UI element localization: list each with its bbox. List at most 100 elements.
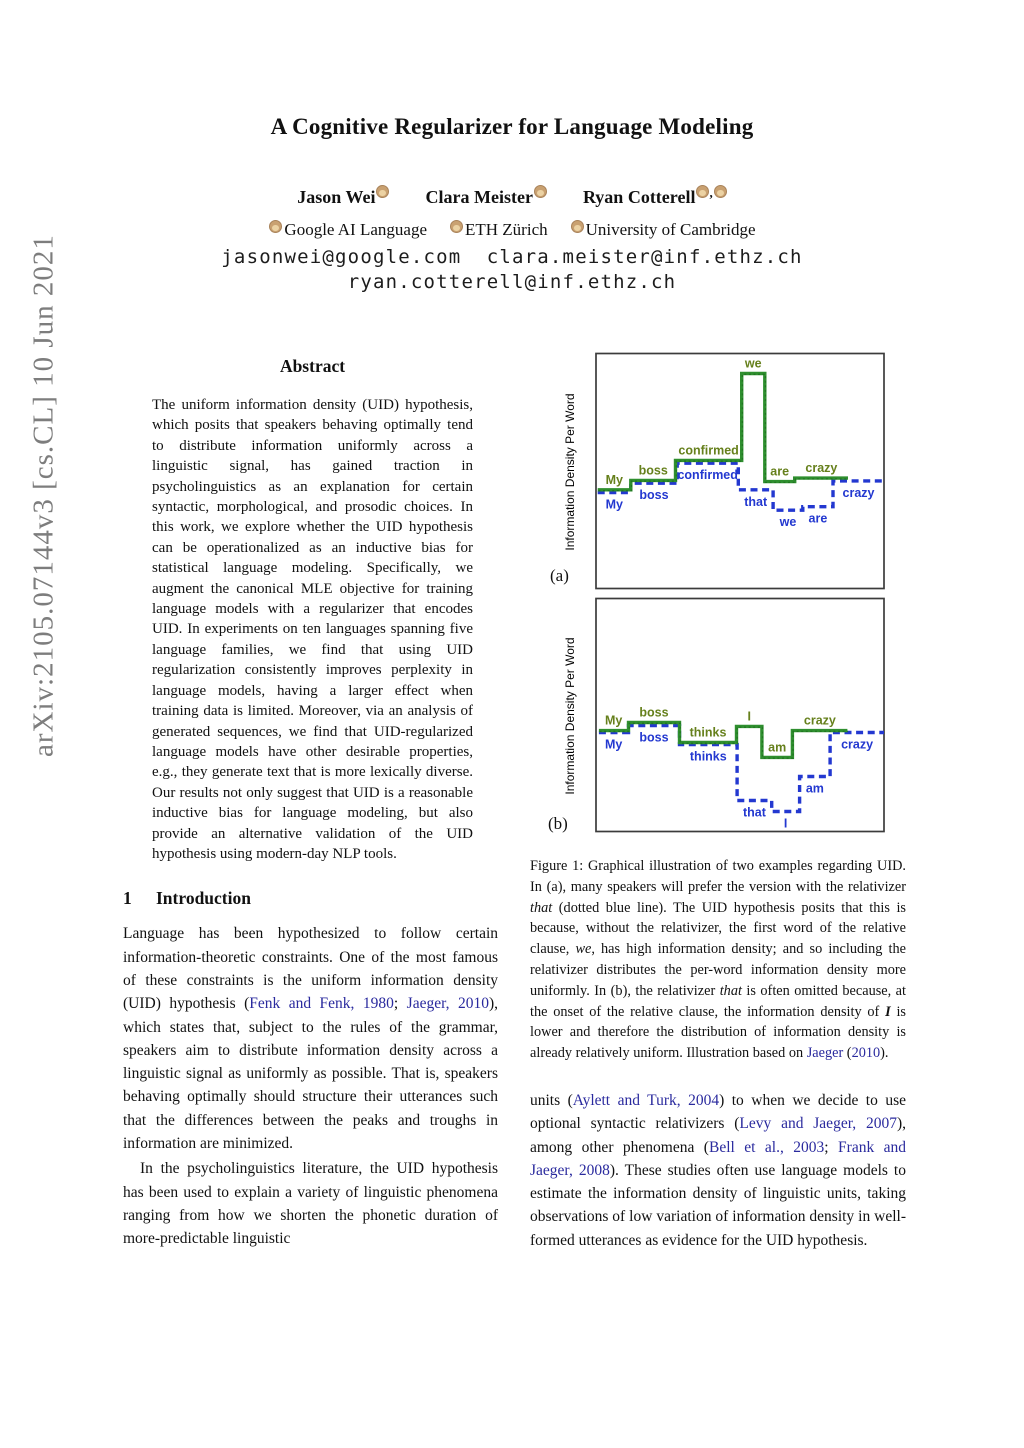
text-segment: ( [843,1045,852,1062]
series-line-without-relativizer [597,371,848,492]
word-label-confirmed: confirmed [678,443,738,457]
word-label-we: we [779,515,797,529]
authors-line: Jason Wei Clara Meister Ryan Cotterell, [0,185,1024,208]
word-label-crazy: crazy [843,486,875,500]
italic-text: that [719,982,742,999]
text-segment: ), among other phenomena ( [530,1115,906,1156]
abstract-text: The uniform information density (UID) hy… [152,397,473,862]
word-label-that: that [743,806,767,820]
affiliation: University of Cambridge [570,220,756,239]
citation-link[interactable]: Fenk and Fenk, 1980 [249,995,394,1013]
see-no-evil-monkey-icon [269,220,283,233]
word-label-thinks: thinks [690,750,727,764]
mark-separator: , [709,185,713,200]
figure-1-caption: Figure 1: Graphical illustration of two … [530,856,906,1064]
word-label-thinks: thinks [690,726,727,740]
citation-link[interactable]: Jaeger, 2010 [406,995,489,1013]
text-segment: ; [393,995,407,1013]
page-title: A Cognitive Regularizer for Language Mod… [270,114,754,139]
word-label-are: are [770,465,789,479]
monkey-face [573,224,581,231]
author-name: Jason Wei [297,187,376,207]
intro-paragraph-1: Language has been hypothesized to follow… [123,922,498,1155]
word-label-that: that [744,495,768,509]
series-line-texture [598,373,849,492]
word-label-we: we [744,357,762,371]
section-number: 1 [123,888,132,909]
citation-link[interactable]: Bell et al., 2003 [708,1138,825,1156]
author: Ryan Cotterell, [582,185,727,207]
figure-panel-a-chart: Information Density Per Word My boss confir… [560,352,904,597]
panel-a-label: (a) [550,566,569,585]
series-line-with-relativizer-that [598,723,884,814]
series-line-texture [599,722,849,759]
series-line-with-relativizer-that [597,461,884,512]
plot-frame [595,597,885,833]
text-segment: (dotted blue line). The UID hypothesis p… [530,899,906,958]
abstract-block: Abstract The uniform information density… [152,356,473,864]
word-label-boss: boss [639,731,668,745]
see-no-evil-monkey-icon [376,185,390,198]
right-column-paragraph: units (Aylett and Turk, 2004) to when we… [530,1089,906,1252]
word-label-crazy: crazy [841,738,873,752]
citation-link[interactable]: 2010 [851,1045,881,1062]
citation-link[interactable]: Frank and Jaeger, 2008 [530,1138,907,1179]
hear-no-evil-monkey-icon [533,185,547,198]
text-segment: ; [824,1138,839,1156]
author-name: Ryan Cotterell [582,187,696,207]
text-segment: Figure 1: Graphical illustration of two … [530,858,906,895]
figure-1: Information Density Per Word My boss confir… [530,350,906,853]
monkey-face [716,189,724,196]
affiliation: Google AI Language [268,220,427,239]
email-line-1: jasonwei@google.com clara.meister@inf.et… [221,246,803,268]
intro-paragraph-2: In the psycholinguistics literature, the… [123,1157,498,1250]
email-line-2: ryan.cotterell@inf.ethz.ch [347,271,677,293]
citation-link[interactable]: Levy and Jaeger, 2007 [739,1115,897,1133]
word-label-My: My [605,714,622,728]
chart-svg-panel-a: Information Density Per Word My boss confir… [563,352,885,590]
monkey-face [453,224,460,231]
citation-link[interactable]: Aylett and Turk, 2004 [572,1091,720,1109]
author: Jason Wei [297,185,390,207]
speak-no-evil-monkey-icon [570,220,584,233]
italic-text: we [575,941,592,958]
abstract-heading: Abstract [279,356,346,376]
italic-text: I [885,1003,891,1020]
word-label-I: I [784,817,787,831]
word-label-am: am [806,782,824,796]
text-segment: ). These studies often use language mode… [530,1161,906,1249]
text-segment: ) to when we decide to use optional synt… [530,1091,906,1133]
citation-link[interactable]: Jaeger [806,1045,844,1062]
monkey-face [379,189,387,196]
affiliation-name: University of Cambridge [585,220,756,239]
monkey-face [536,189,544,196]
word-label-boss: boss [639,488,668,502]
author-name: Clara Meister [425,187,533,207]
word-label-boss: boss [639,463,668,477]
author: Clara Meister [425,185,547,207]
monkey-face [272,224,280,231]
word-label-My: My [605,738,622,752]
hear-no-evil-monkey-icon [450,220,463,233]
monkey-face [699,189,707,196]
figure-panel-b-chart: Information Density Per Word My boss thinks… [560,597,904,840]
word-label-crazy: crazy [804,714,836,728]
word-label-are: are [809,512,828,526]
text-segment: ). [880,1045,889,1062]
text-segment: , has high information density; and so i… [530,941,906,999]
text-segment: is often omitted because, at the onset o… [530,982,906,1020]
text-segment: Language has been hypothesized to follow… [123,925,498,1013]
word-label-My: My [606,498,623,512]
panel-b-label: (b) [548,814,568,833]
series-line-without-relativizer [598,720,848,760]
affiliation-name: ETH Zürich [465,220,548,239]
y-axis-label: Information Density Per Word [563,637,577,794]
word-label-crazy: crazy [805,461,837,475]
section-title: Introduction [156,888,251,909]
hear-no-evil-monkey-icon [696,185,710,198]
section-heading-introduction: 1 Introduction [123,888,498,909]
speak-no-evil-monkey-icon [713,185,727,198]
italic-text: that [530,899,553,916]
left-column: Abstract The uniform information density… [123,352,498,1251]
